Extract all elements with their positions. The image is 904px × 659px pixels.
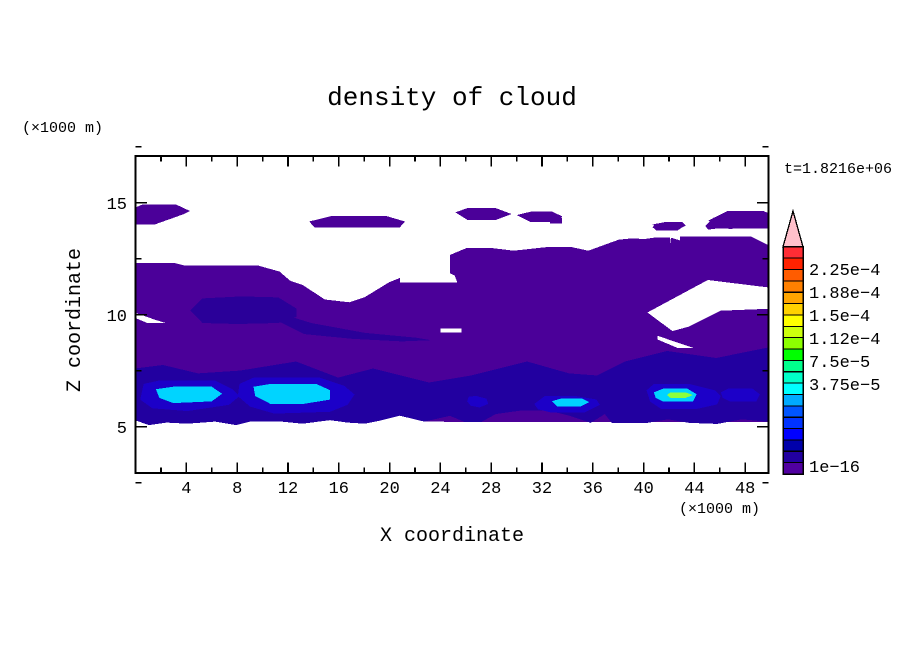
svg-text:(×1000 m): (×1000 m) bbox=[679, 501, 760, 518]
svg-text:28: 28 bbox=[481, 480, 501, 499]
svg-text:7.5e−5: 7.5e−5 bbox=[809, 354, 870, 373]
svg-text:20: 20 bbox=[379, 480, 399, 499]
svg-text:1.12e−4: 1.12e−4 bbox=[809, 331, 880, 350]
svg-text:48: 48 bbox=[735, 480, 755, 499]
svg-text:44: 44 bbox=[684, 480, 704, 499]
svg-text:12: 12 bbox=[278, 480, 298, 499]
svg-text:1.5e−4: 1.5e−4 bbox=[809, 308, 870, 327]
svg-text:15: 15 bbox=[107, 196, 127, 215]
svg-text:4: 4 bbox=[181, 480, 191, 499]
svg-text:(×1000 m): (×1000 m) bbox=[22, 120, 103, 137]
svg-text:2.25e−4: 2.25e−4 bbox=[809, 262, 880, 281]
svg-text:8: 8 bbox=[232, 480, 242, 499]
svg-text:3.75e−5: 3.75e−5 bbox=[809, 377, 880, 396]
svg-text:16: 16 bbox=[329, 480, 349, 499]
svg-text:density of cloud: density of cloud bbox=[327, 83, 577, 113]
svg-text:40: 40 bbox=[633, 480, 653, 499]
svg-text:Z coordinate: Z coordinate bbox=[64, 248, 87, 392]
svg-text:1e−16: 1e−16 bbox=[809, 459, 860, 478]
svg-text:24: 24 bbox=[430, 480, 450, 499]
svg-text:36: 36 bbox=[583, 480, 603, 499]
svg-text:X coordinate: X coordinate bbox=[380, 525, 524, 548]
svg-text:1.88e−4: 1.88e−4 bbox=[809, 285, 880, 304]
svg-text:5: 5 bbox=[117, 420, 127, 439]
svg-text:t=1.8216e+06: t=1.8216e+06 bbox=[784, 161, 892, 178]
svg-text:10: 10 bbox=[107, 308, 127, 327]
svg-text:32: 32 bbox=[532, 480, 552, 499]
